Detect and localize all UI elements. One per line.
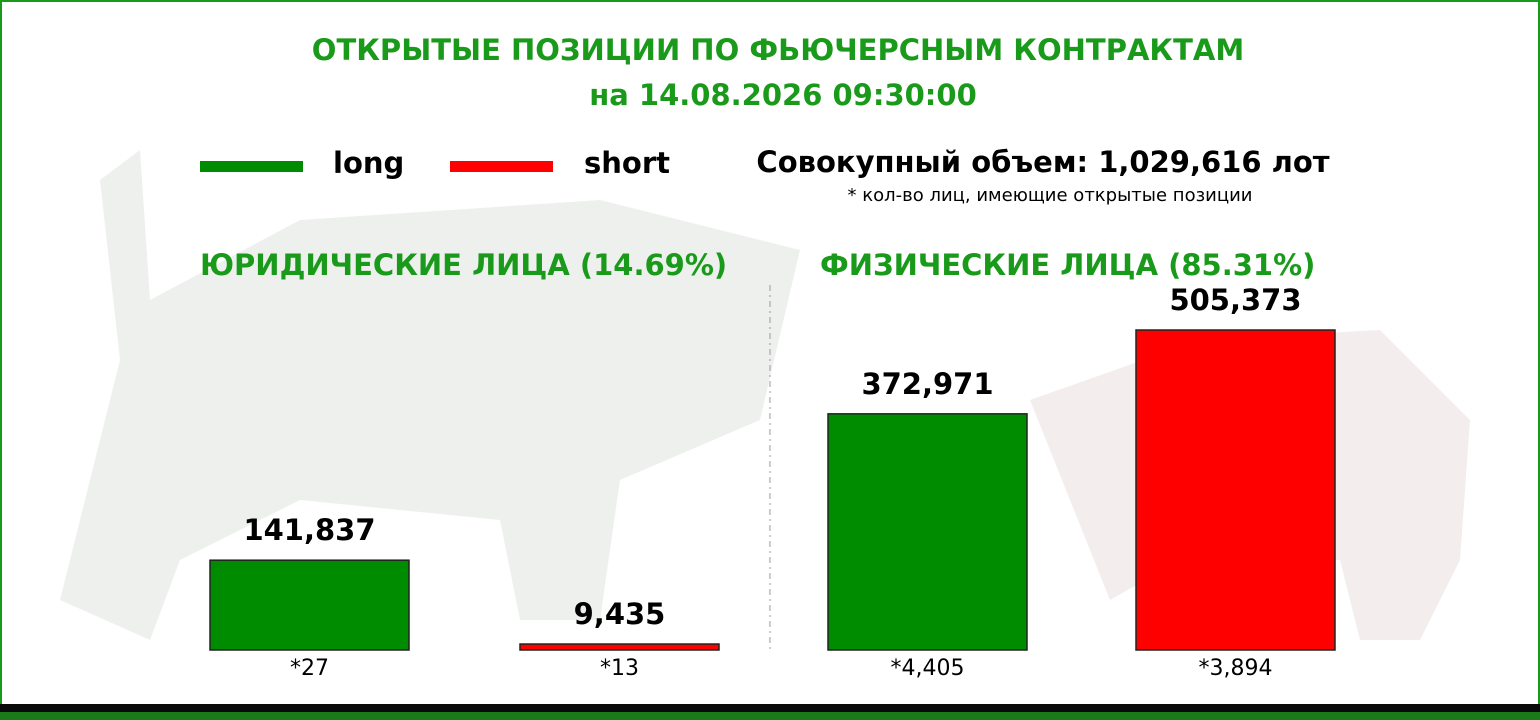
bar <box>519 643 720 651</box>
bar <box>827 413 1028 651</box>
bar <box>209 559 410 651</box>
value-label: 505,373 <box>1169 283 1301 317</box>
count-label: *3,894 <box>1199 656 1273 681</box>
legend-swatch <box>450 161 553 172</box>
value-label: 372,971 <box>861 367 993 401</box>
legend-label: short <box>584 146 670 180</box>
title: ОТКРЫТЫЕ ПОЗИЦИИ ПО ФЬЮЧЕРСНЫМ КОНТРАКТА… <box>312 33 1244 67</box>
bar <box>1135 329 1336 651</box>
chart-title: ФИЗИЧЕСКИЕ ЛИЦА (85.31%) <box>820 248 1315 282</box>
count-label: *13 <box>600 656 639 681</box>
count-label: *4,405 <box>891 656 965 681</box>
footnote: * кол-во лиц, имеющие открытые позиции <box>848 185 1253 206</box>
value-label: 9,435 <box>574 597 666 631</box>
background-shape <box>60 150 800 640</box>
count-label: *27 <box>290 656 329 681</box>
bottom-strip <box>0 712 1540 720</box>
legend-label: long <box>333 146 404 180</box>
legend-swatch <box>200 161 303 172</box>
total-volume: Совокупный объем: 1,029,616 лот <box>756 145 1329 179</box>
chart-title: ЮРИДИЧЕСКИЕ ЛИЦА (14.69%) <box>200 248 727 282</box>
value-label: 141,837 <box>243 513 375 547</box>
subtitle: на 14.08.2026 09:30:00 <box>589 78 977 112</box>
